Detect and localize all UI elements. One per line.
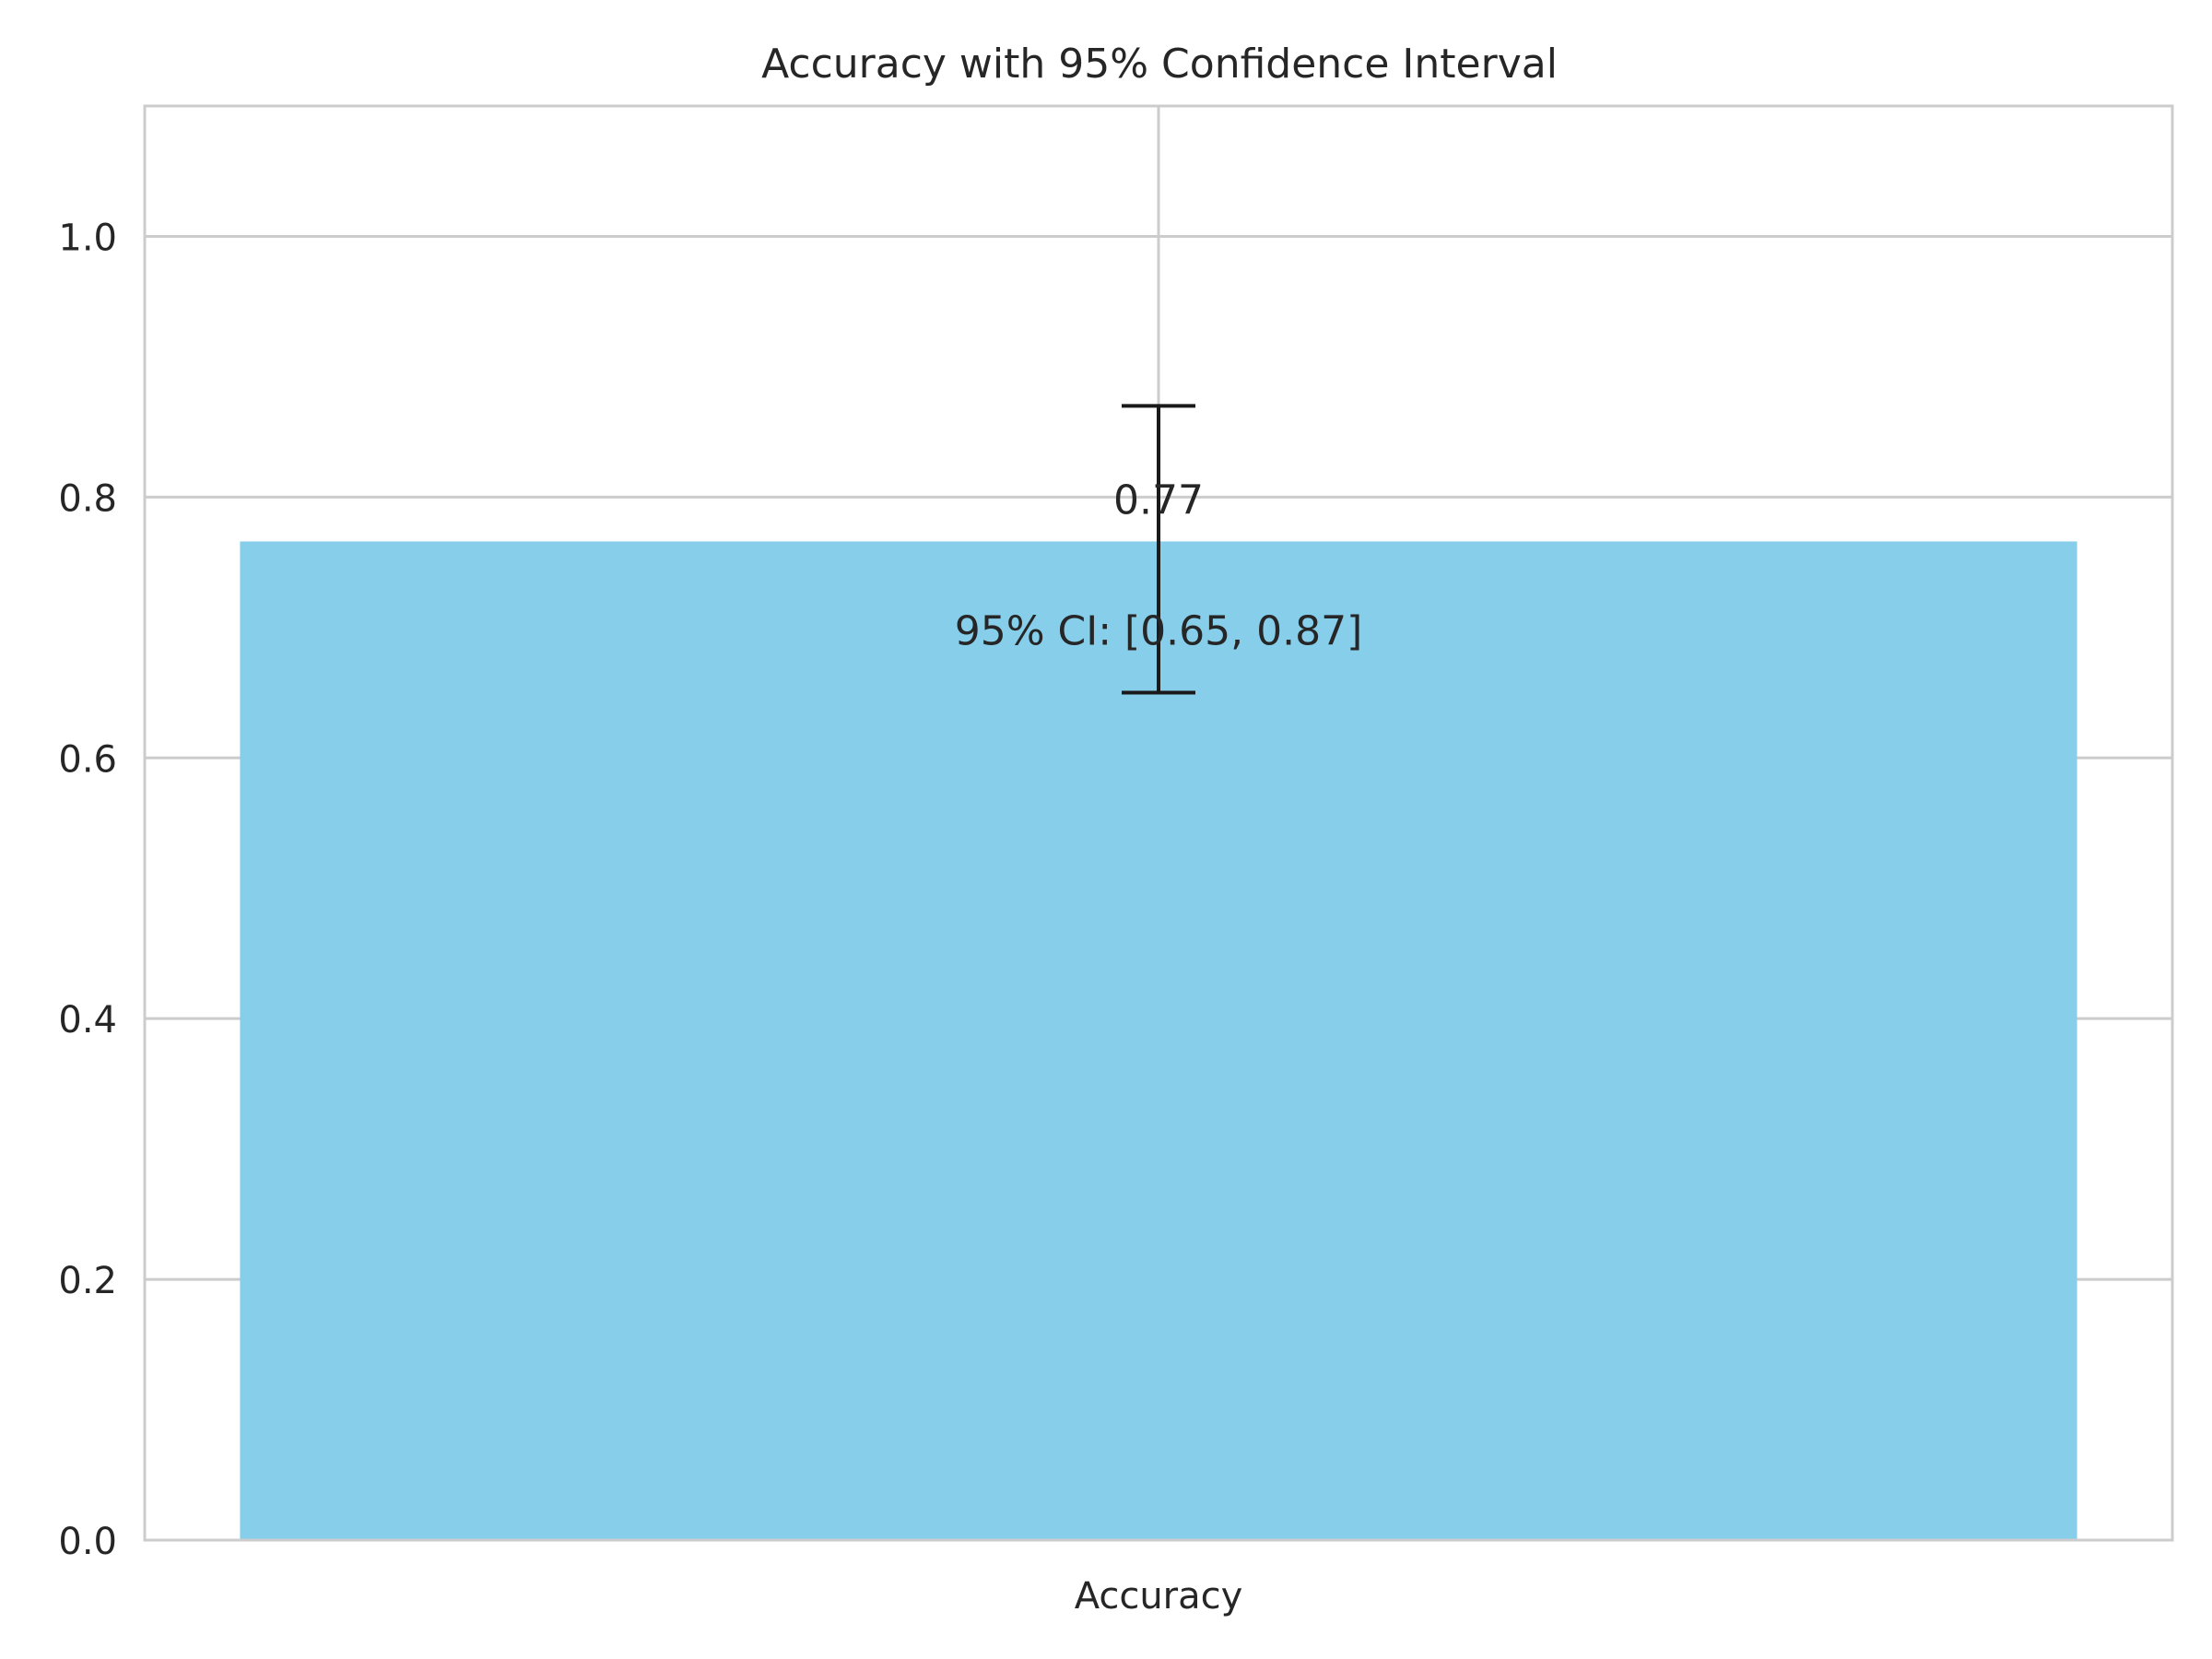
bars bbox=[240, 541, 2077, 1540]
value-annotation: 0.77 bbox=[1113, 477, 1204, 524]
x-tick-labels: Accuracy bbox=[1075, 1575, 1243, 1618]
chart-title: Accuracy with 95% Confidence Interval bbox=[761, 41, 1558, 88]
y-tick-label: 0.4 bbox=[58, 999, 117, 1041]
bar bbox=[240, 541, 2077, 1540]
axes-frame bbox=[143, 104, 2174, 1542]
y-tick-labels: 0.0 0.2 0.4 0.6 0.8 1.0 bbox=[58, 217, 117, 1563]
error-bars bbox=[1122, 404, 1195, 695]
x-tick-label: Accuracy bbox=[1075, 1575, 1243, 1618]
y-tick-label: 0.6 bbox=[58, 738, 117, 781]
axes-spine bbox=[143, 104, 2174, 1542]
y-tick-label: 0.8 bbox=[58, 477, 117, 520]
ci-annotation: 95% CI: [0.65, 0.87] bbox=[955, 607, 1363, 654]
y-tick-label: 0.2 bbox=[58, 1260, 117, 1302]
y-tick-label: 1.0 bbox=[58, 217, 117, 259]
y-tick-label: 0.0 bbox=[58, 1521, 117, 1563]
